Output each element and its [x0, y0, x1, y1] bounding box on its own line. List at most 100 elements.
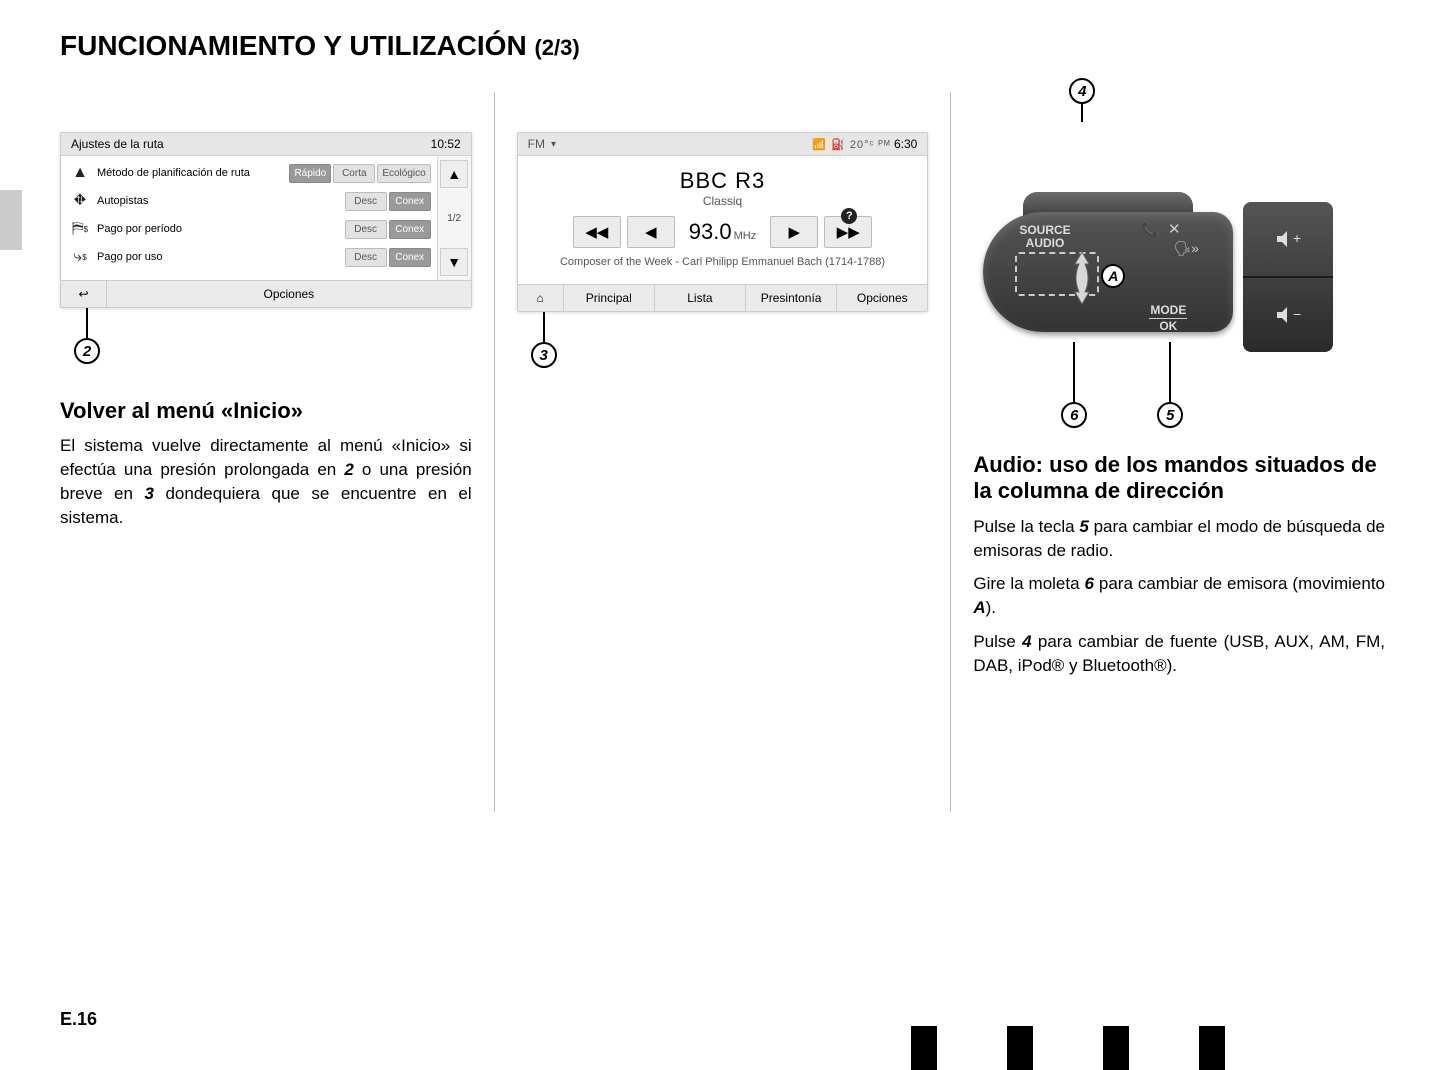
- callout-6-label: 6: [1070, 407, 1078, 424]
- column-divider-1: [494, 92, 495, 812]
- c3p2c: ).: [986, 598, 996, 617]
- screen1-clock: 10:52: [431, 137, 461, 151]
- radio-screen: FM ▾ 📶 ⛽ 20°ᶜ ᴾᴹ 6:30 ? BBC R3 Classiq ◀…: [517, 132, 929, 312]
- row-icon: ⛿$: [69, 218, 91, 240]
- seek-prev-button[interactable]: ◀◀: [573, 216, 621, 248]
- route-settings-screen: Ajustes de la ruta 10:52 ▲ Método de plan…: [60, 132, 472, 308]
- c3refA: A: [973, 598, 985, 617]
- chevron-down-icon: ▾: [551, 139, 556, 150]
- settings-row: ⛿$ Pago por período DescConex: [69, 218, 431, 240]
- band-selector[interactable]: FM ▾: [528, 137, 556, 151]
- svg-text:+: +: [1293, 230, 1301, 246]
- settings-row: ▲Método de planificación de rutaRápidoCo…: [69, 162, 431, 184]
- freq-unit: MHz: [734, 230, 757, 242]
- callout-5-label: 5: [1166, 407, 1174, 424]
- option-pill[interactable]: Desc: [345, 220, 387, 239]
- tune-down-button[interactable]: ◀: [627, 216, 675, 248]
- tab-principal[interactable]: Principal: [564, 285, 655, 311]
- col1-ref3: 3: [144, 484, 153, 503]
- page-indicator: 1/2: [447, 213, 461, 224]
- c3ref5: 5: [1079, 517, 1088, 536]
- station-name: BBC R3: [526, 168, 920, 194]
- phone-hangup-icon: ✕: [1168, 220, 1181, 238]
- band-label: FM: [528, 137, 545, 151]
- tab-lista[interactable]: Lista: [655, 285, 746, 311]
- column-divider-2: [950, 92, 951, 812]
- volume-down-button[interactable]: −: [1243, 278, 1333, 352]
- tune-up-button[interactable]: ▶: [770, 216, 818, 248]
- option-pill[interactable]: Rápido: [289, 164, 331, 183]
- c3p3a: Pulse: [973, 632, 1022, 651]
- option-pill[interactable]: Ecológico: [377, 164, 430, 183]
- col3-para1: Pulse la tecla 5 para cambiar el modo de…: [973, 515, 1385, 563]
- screen2-clock: 6:30: [894, 137, 917, 151]
- option-group: DescConex: [345, 220, 431, 239]
- callout-line-6: [1073, 342, 1075, 402]
- option-pill[interactable]: Corta: [333, 164, 375, 183]
- tab-opciones[interactable]: Opciones: [837, 285, 927, 311]
- home-button[interactable]: ⌂: [518, 285, 564, 311]
- callout-6: 6: [1061, 402, 1087, 428]
- svg-text:−: −: [1293, 306, 1301, 322]
- voice-icon: 🗣»: [1173, 240, 1199, 257]
- row-label: Método de planificación de ruta: [97, 167, 283, 179]
- option-group: RápidoCortaEcológico: [289, 164, 430, 183]
- option-pill[interactable]: Conex: [389, 220, 431, 239]
- settings-row: ⤷$Pago por usoDescConex: [69, 246, 431, 268]
- footer-marks: [911, 1026, 1225, 1070]
- col1-paragraph: El sistema vuelve directamente al menú «…: [60, 434, 472, 529]
- row-label: Pago por período: [97, 223, 339, 235]
- screen1-title: Ajustes de la ruta: [71, 137, 164, 151]
- callout-line-2: [86, 308, 88, 338]
- mode-ok-label: MODE OK: [1143, 304, 1193, 333]
- callout-3-label: 3: [540, 347, 548, 364]
- c3p2a: Gire la moleta: [973, 574, 1084, 593]
- option-group: DescConex: [345, 248, 431, 267]
- callout-4-label: 4: [1078, 83, 1086, 100]
- phone-icons: 📞 ✕: [1141, 220, 1180, 238]
- source-line2: AUDIO: [1019, 237, 1070, 250]
- option-pill[interactable]: Desc: [345, 192, 387, 211]
- option-group: DescConex: [345, 192, 431, 211]
- page-title: FUNCIONAMIENTO Y UTILIZACIÓN (2/3): [60, 30, 1385, 62]
- option-pill[interactable]: Desc: [345, 248, 387, 267]
- option-pill[interactable]: Conex: [389, 192, 431, 211]
- volume-rocker: + −: [1243, 202, 1333, 352]
- callout-line-5: [1169, 342, 1171, 402]
- scroll-down-button[interactable]: ▼: [440, 248, 468, 276]
- scroll-up-button[interactable]: ▲: [440, 160, 468, 188]
- settings-row: ⛖ Autopistas DescConex: [69, 190, 431, 212]
- col3-para2: Gire la moleta 6 para cambiar de emisora…: [973, 572, 1385, 620]
- source-audio-label: SOURCE AUDIO: [1019, 224, 1070, 250]
- c3p1a: Pulse la tecla: [973, 517, 1079, 536]
- col3-para3: Pulse 4 para cambiar de fuente (USB, AUX…: [973, 630, 1385, 678]
- thumbwheel-arrow-icon: [1067, 248, 1097, 308]
- volume-up-button[interactable]: +: [1243, 202, 1333, 278]
- radio-metadata: Composer of the Week - Carl Philipp Emma…: [526, 256, 920, 268]
- page-number: E.16: [60, 1009, 97, 1030]
- options-button[interactable]: Opciones: [107, 281, 471, 307]
- c3ref6: 6: [1084, 574, 1093, 593]
- back-button[interactable]: ↩: [61, 281, 107, 307]
- c3p3b: para cambiar de fuente (USB, AUX, AM, FM…: [973, 632, 1385, 675]
- mode-line2: OK: [1143, 320, 1193, 333]
- row-icon: ⛖: [69, 190, 91, 212]
- row-label: Autopistas: [97, 195, 339, 207]
- steering-control-illustration: SOURCE AUDIO 📞 ✕ 🗣» A MO: [973, 132, 1333, 382]
- page-title-suffix: (2/3): [534, 35, 579, 60]
- page-title-text: FUNCIONAMIENTO Y UTILIZACIÓN: [60, 30, 527, 61]
- option-pill[interactable]: Conex: [389, 248, 431, 267]
- callout-2: 2: [74, 338, 100, 364]
- tab-presintonia[interactable]: Presintonía: [746, 285, 837, 311]
- c3p2b: para cambiar de emisora (movimiento: [1094, 574, 1385, 593]
- col1-heading: Volver al menú «Inicio»: [60, 398, 472, 424]
- callout-4: 4: [1069, 78, 1095, 104]
- side-tab: [0, 190, 22, 250]
- callout-2-label: 2: [83, 343, 91, 360]
- callout-3: 3: [531, 342, 557, 368]
- status-icons: 📶 ⛽ 20°ᶜ ᴾᴹ: [812, 139, 890, 151]
- callout-line-3: [543, 312, 545, 342]
- c3ref4: 4: [1022, 632, 1031, 651]
- freq-value: 93.0: [689, 219, 732, 244]
- phone-pickup-icon: 📞: [1141, 220, 1160, 238]
